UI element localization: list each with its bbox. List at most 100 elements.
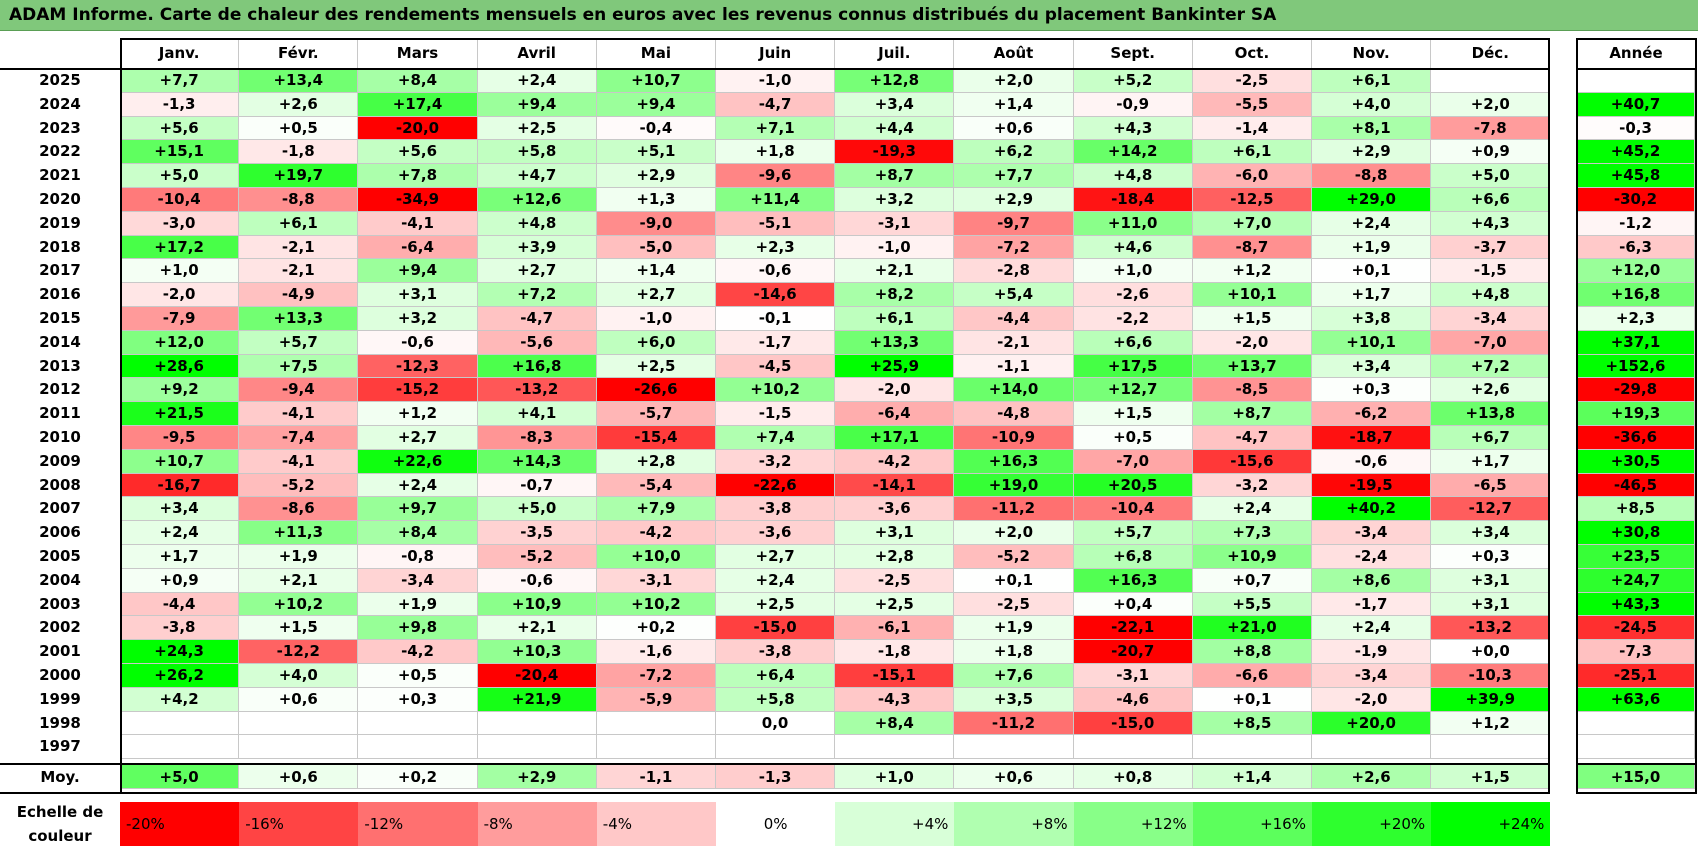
average-label: Moy.: [40, 768, 80, 786]
heatmap-cell: +11,3: [239, 521, 359, 545]
heatmap-cell: -2,8: [954, 259, 1074, 284]
annual-cell: +30,5: [1577, 449, 1695, 474]
heatmap-cell: +7,0: [1192, 211, 1312, 236]
annual-cell: +45,8: [1577, 164, 1695, 188]
heatmap-cell: +5,8: [716, 687, 836, 712]
heatmap-cell: +0,9: [1431, 140, 1551, 165]
heatmap-cell: +3,4: [835, 92, 955, 117]
heatmap-cell: -20,7: [1073, 640, 1193, 664]
heatmap-cell: +2,4: [477, 69, 597, 93]
heatmap-cell: +0,3: [1312, 378, 1432, 403]
heatmap-cell: +0,6: [954, 116, 1074, 141]
heatmap-cell: -1,0: [835, 235, 955, 260]
average-cell: +1,0: [835, 765, 955, 789]
heatmap-cell: +5,5: [1192, 592, 1312, 617]
heatmap-cell: +5,7: [1073, 521, 1193, 545]
heatmap-cell: +10,9: [477, 592, 597, 617]
heatmap-cell: +20,0: [1312, 711, 1432, 736]
heatmap-cell: +0,6: [239, 687, 359, 712]
heatmap-cell: +5,6: [120, 116, 240, 141]
heatmap-cell: +3,4: [1431, 521, 1551, 545]
heatmap-cell: -22,6: [716, 473, 836, 498]
heatmap-cell: +19,0: [954, 473, 1074, 498]
heatmap-cell: -22,1: [1073, 616, 1193, 641]
heatmap-cell: [835, 735, 955, 760]
heatmap-cell: +4,7: [477, 164, 597, 188]
heatmap-cell: -2,5: [835, 568, 955, 593]
heatmap-cell: -3,2: [1192, 473, 1312, 498]
heatmap-cell: +0,3: [358, 687, 478, 712]
heatmap-cell: +29,0: [1312, 188, 1432, 212]
annual-cell: +63,6: [1577, 687, 1695, 712]
heatmap-cell: -4,4: [120, 592, 240, 617]
heatmap-cell: -4,2: [358, 640, 478, 664]
year-label: 2018: [39, 237, 81, 256]
heatmap-cell: -1,6: [596, 640, 716, 664]
heatmap-cell: +2,4: [120, 521, 240, 545]
heatmap-cell: -13,2: [477, 378, 597, 403]
heatmap-cell: +7,7: [954, 164, 1074, 188]
page-title: ADAM Informe. Carte de chaleur des rende…: [0, 0, 1698, 31]
heatmap-cell: +1,0: [120, 259, 240, 284]
heatmap-cell: [596, 735, 716, 760]
heatmap-cell: +1,4: [954, 92, 1074, 117]
month-header: Oct.: [1193, 38, 1312, 69]
heatmap-cell: +3,1: [358, 283, 478, 307]
heatmap-cell: +2,7: [358, 426, 478, 450]
annual-cell: -7,3: [1577, 640, 1695, 664]
heatmap-cell: -4,7: [716, 92, 836, 117]
month-header: Mai: [597, 38, 716, 69]
heatmap-cell: -2,4: [1312, 545, 1432, 569]
heatmap-cell: -15,0: [1073, 711, 1193, 736]
heatmap-cell: [477, 735, 597, 760]
annual-cell: -0,3: [1577, 116, 1695, 141]
heatmap-cell: -0,1: [716, 307, 836, 331]
heatmap-cell: +6,6: [1073, 330, 1193, 355]
heatmap-cell: -0,9: [1073, 92, 1193, 117]
heatmap-cell: +2,5: [835, 592, 955, 617]
heatmap-cell: -2,0: [835, 378, 955, 403]
heatmap-cell: +2,7: [477, 259, 597, 284]
color-scale-step: +16%: [1192, 802, 1312, 846]
heatmap-cell: +10,3: [477, 640, 597, 664]
heatmap-cell: +9,8: [358, 616, 478, 641]
heatmap-cell: -4,4: [954, 307, 1074, 331]
heatmap-cell: -6,4: [835, 402, 955, 426]
month-header: Déc.: [1431, 38, 1551, 69]
heatmap-cell: +8,2: [835, 283, 955, 307]
heatmap-cell: +21,5: [120, 402, 240, 426]
average-cell: -1,3: [716, 765, 836, 789]
heatmap-cell: -5,5: [1192, 92, 1312, 117]
annual-cell: +8,5: [1577, 497, 1695, 522]
month-header: Août: [954, 38, 1074, 69]
month-header: Juin: [716, 38, 836, 69]
heatmap-cell: -15,2: [358, 378, 478, 403]
heatmap-cell: +16,3: [1073, 568, 1193, 593]
heatmap-cell: [716, 735, 836, 760]
heatmap-cell: -0,6: [716, 259, 836, 284]
annual-cell: +45,2: [1577, 140, 1695, 165]
heatmap-cell: +10,1: [1312, 330, 1432, 355]
heatmap-cell: [1431, 69, 1551, 93]
heatmap-cell: +0,5: [358, 664, 478, 688]
heatmap-cell: +3,9: [477, 235, 597, 260]
heatmap-cell: +2,0: [954, 521, 1074, 545]
heatmap-cell: +4,3: [1431, 211, 1551, 236]
heatmap-cell: +3,1: [835, 521, 955, 545]
heatmap-cell: -7,0: [1073, 449, 1193, 474]
heatmap-cell: -4,9: [239, 283, 359, 307]
heatmap-cell: +9,4: [477, 92, 597, 117]
heatmap-cell: 0,0: [716, 711, 836, 736]
year-label: 2016: [39, 285, 81, 304]
heatmap-cell: -12,5: [1192, 188, 1312, 212]
year-label: 2020: [39, 190, 81, 208]
heatmap-cell: +10,7: [120, 449, 240, 474]
annual-cell: +40,7: [1577, 92, 1695, 117]
heatmap-cell: -8,3: [477, 426, 597, 450]
heatmap-cell: -1,9: [1312, 640, 1432, 664]
heatmap-cell: -12,3: [358, 354, 478, 379]
heatmap-cell: +2,9: [596, 164, 716, 188]
month-header: Juil.: [835, 38, 955, 69]
heatmap-cell: -1,3: [120, 92, 240, 117]
